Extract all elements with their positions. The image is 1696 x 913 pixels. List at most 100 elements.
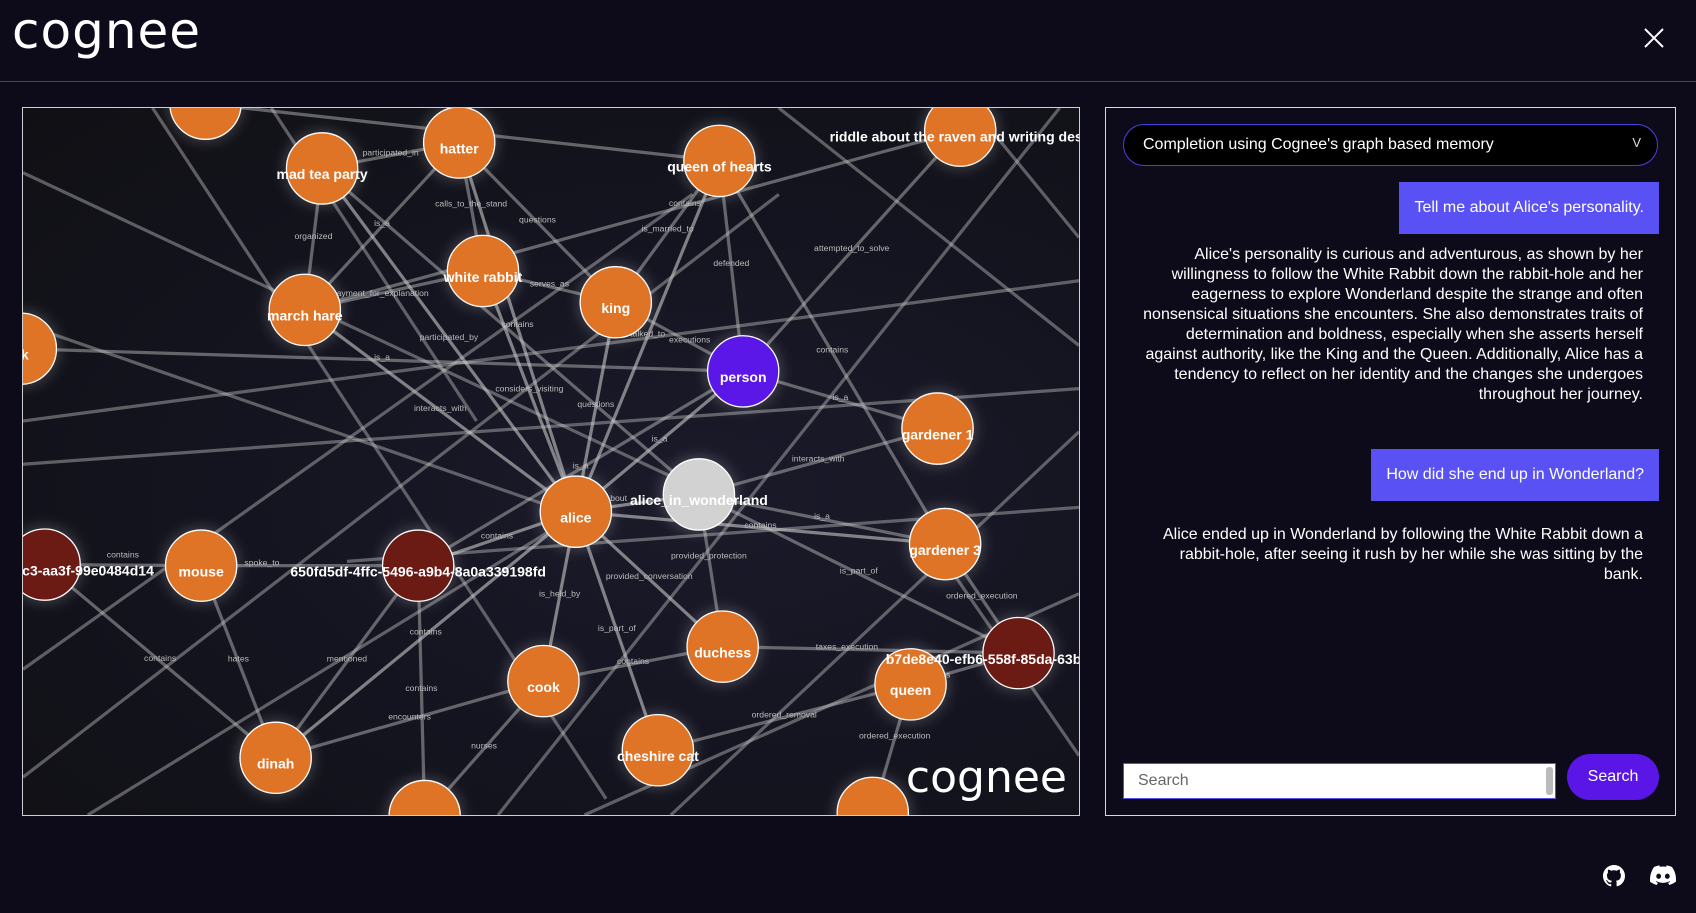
graph-edge[interactable] — [574, 160, 721, 513]
graph-edge[interactable] — [481, 270, 578, 513]
graph-edge[interactable] — [274, 510, 577, 760]
graph-edge — [23, 387, 1079, 466]
graph-edge[interactable] — [321, 167, 700, 496]
graph-edge[interactable] — [741, 129, 962, 373]
graph-edge[interactable] — [43, 563, 277, 760]
graph-edge[interactable] — [698, 427, 938, 496]
graph-edge[interactable] — [657, 682, 911, 752]
edge-label: interacts_with — [792, 454, 845, 464]
edge-label: executions — [669, 334, 710, 344]
node-label: duchess — [694, 644, 751, 660]
graph-edge — [496, 108, 1061, 815]
graph-edge[interactable] — [575, 510, 946, 546]
graph-node-chunk-b7d[interactable] — [982, 616, 1055, 690]
graph-node-duchess[interactable] — [686, 610, 759, 683]
edge-label: offers_payment_for_explanation — [306, 288, 429, 298]
graph-edge[interactable] — [303, 308, 577, 513]
graph-node-alice-in-wonderland[interactable] — [662, 458, 736, 531]
graph-edge[interactable] — [274, 564, 420, 759]
edge-label: participated_in — [363, 147, 419, 157]
edge-label: ordered_execution — [946, 591, 1018, 601]
node-label: cook — [527, 679, 560, 695]
edge-label: is_a — [832, 392, 848, 402]
node-label: ac3-aa3f-99e0484d14 — [23, 562, 154, 578]
graph-node-march-hare[interactable] — [268, 273, 342, 347]
graph-node-bottom1[interactable] — [388, 779, 461, 815]
search-input[interactable] — [1123, 763, 1556, 799]
edge-label: is_a — [652, 434, 668, 444]
edge-label: questions — [519, 214, 556, 224]
graph-edge[interactable] — [698, 492, 946, 546]
graph-edge[interactable] — [718, 160, 947, 545]
edge-label: hates — [228, 654, 249, 664]
graph-node-riddle[interactable] — [923, 108, 997, 167]
graph-node-hatter[interactable] — [422, 108, 496, 179]
graph-node-top1[interactable] — [169, 108, 242, 140]
node-label: gardener 3 — [909, 542, 981, 558]
cognee-logo: cognee — [12, 2, 202, 60]
node-label: king — [601, 300, 630, 316]
graph-node-queen[interactable] — [874, 648, 947, 721]
edge-label: is_part_of — [840, 566, 878, 576]
graph-node-mad-tea-party[interactable] — [285, 132, 359, 205]
graph-node-gardener-1[interactable] — [901, 392, 974, 465]
close-icon[interactable] — [1640, 24, 1668, 52]
edge-label: contains — [107, 550, 139, 560]
graph-canvas[interactable]: participated_in calls_to_the_standorganiz… — [23, 108, 1079, 815]
mode-select[interactable]: Completion using Cognee's graph based me… — [1123, 124, 1658, 166]
graph-edge[interactable] — [275, 679, 544, 760]
graph-node-king[interactable] — [579, 266, 653, 339]
edge-label: is_married_to — [641, 224, 693, 234]
header: cognee — [0, 0, 1696, 82]
edge-label: ordered_removal — [752, 709, 817, 719]
graph-edge[interactable] — [320, 167, 578, 513]
graph-edge — [23, 322, 586, 520]
graph-edge[interactable] — [417, 369, 745, 568]
graph-node-mouse[interactable] — [164, 529, 238, 602]
graph-node-white-rabbit[interactable] — [446, 234, 520, 308]
graph-edge[interactable] — [304, 129, 961, 312]
graph-edge[interactable] — [698, 492, 1020, 655]
edge-label: is_a — [374, 218, 390, 228]
graph-edge — [23, 193, 694, 671]
graph-edge[interactable] — [457, 142, 578, 513]
node-label: riddle about the raven and writing desk — [830, 128, 1079, 144]
graph-node-cheshire-cat[interactable] — [621, 713, 695, 787]
user-message: How did she end up in Wonderland? — [1371, 449, 1659, 501]
node-label: alice_in_wonderland — [630, 492, 768, 508]
graph-edge[interactable] — [23, 347, 744, 373]
edge-label: ordered_execution — [859, 730, 931, 740]
graph-node-cook[interactable] — [507, 644, 580, 718]
graph-edge[interactable] — [574, 511, 660, 751]
graph-edge[interactable] — [722, 644, 1019, 655]
graph-node-gardener-3[interactable] — [908, 507, 982, 581]
input-scrollbar[interactable] — [1546, 767, 1553, 795]
edge-label: taxes_execution — [816, 641, 879, 651]
edge-label: provided_conversation — [606, 571, 693, 581]
discord-icon[interactable] — [1650, 864, 1676, 888]
edge-label: contains — [144, 653, 176, 663]
edge-label: questions — [577, 399, 614, 409]
assistant-message: Alice ended up in Wonderland by followin… — [1163, 526, 1643, 583]
graph-node-chunk-650[interactable] — [381, 529, 455, 602]
graph-node-left1[interactable] — [23, 312, 58, 385]
edge-label: is_a — [814, 511, 830, 521]
github-icon[interactable] — [1601, 864, 1627, 888]
search-button[interactable]: Search — [1567, 754, 1659, 800]
graph-node-chunk-left[interactable] — [23, 528, 81, 601]
graph-node-dinah[interactable] — [239, 721, 312, 795]
edge-label: contains — [669, 198, 701, 208]
graph-node-bottom2[interactable] — [836, 776, 910, 815]
graph-edge — [669, 430, 1079, 815]
edge-label: provided_protection — [671, 550, 747, 560]
knowledge-graph-view[interactable]: participated_in calls_to_the_stand organiz… — [22, 107, 1080, 816]
graph-node-person[interactable] — [706, 335, 780, 408]
node-label: white rabbit — [443, 269, 523, 285]
edge-label: talked_to — [630, 328, 665, 338]
edge-label: serves_as — [530, 279, 569, 289]
graph-node-alice[interactable] — [539, 475, 613, 548]
graph-node-queen-of-hearts[interactable] — [683, 124, 756, 198]
edge-label: spoke_to — [244, 558, 279, 568]
graph-edge[interactable] — [416, 565, 427, 815]
edge-label: contains — [410, 627, 442, 637]
